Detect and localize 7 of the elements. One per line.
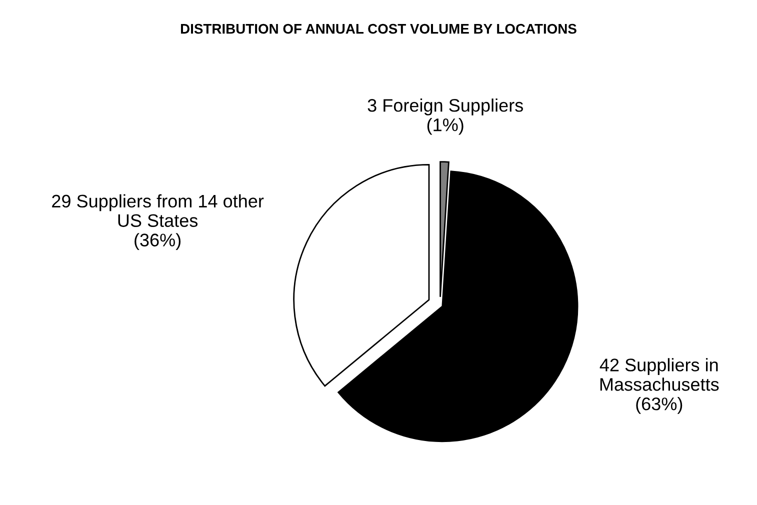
slice-label: 3 Foreign Suppliers <box>368 98 523 116</box>
slice-label: 42 Suppliers in Massachusetts <box>600 358 719 391</box>
data-label: (63%) <box>636 397 682 414</box>
chart-title: DISTRIBUTION OF ANNUAL COST VOLUME BY LOCATIONS <box>180 24 576 34</box>
slice-label: 29 Suppliers from 14 other US States <box>52 194 264 227</box>
data-label: (36%) <box>134 233 181 250</box>
data-label: (1%) <box>427 118 464 135</box>
